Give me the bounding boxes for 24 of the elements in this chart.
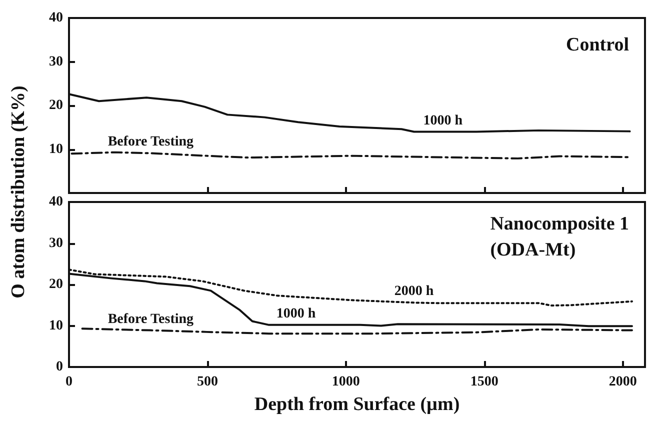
annotation: 1000 h <box>276 306 316 322</box>
y-tick-label: 30 <box>49 236 63 251</box>
x-tick-label: 1000 <box>332 374 360 390</box>
y-tick-label: 0 <box>56 360 63 374</box>
x-tick-label: 1500 <box>470 374 498 390</box>
text: Control <box>566 34 629 56</box>
y-tick-label: 20 <box>49 277 63 292</box>
y-tick-label: 40 <box>49 194 63 210</box>
annotation: 2000 h <box>394 284 434 300</box>
y-tick-label: 10 <box>49 318 63 334</box>
x-tick-label: 500 <box>196 374 218 390</box>
annotation: Before Testing <box>108 312 194 327</box>
y-axis-title: O atom distribution (K%) <box>8 84 30 300</box>
x-tick-label: 2000 <box>608 374 637 390</box>
y-tick-label: 10 <box>49 142 63 157</box>
y-tick-label: 40 <box>49 10 63 26</box>
text: Nanocomposite 1 (ODA-Mt) <box>490 214 630 260</box>
annotation: Before Testing <box>108 134 194 150</box>
annotation: 1000 h <box>423 113 463 128</box>
x-tick-label: 0 <box>66 374 72 390</box>
y-tick-label: 30 <box>49 54 63 70</box>
line-series <box>70 151 631 160</box>
y-tick-label: 20 <box>49 98 63 113</box>
x-axis-title: Depth from Surface (µm) <box>254 394 460 415</box>
